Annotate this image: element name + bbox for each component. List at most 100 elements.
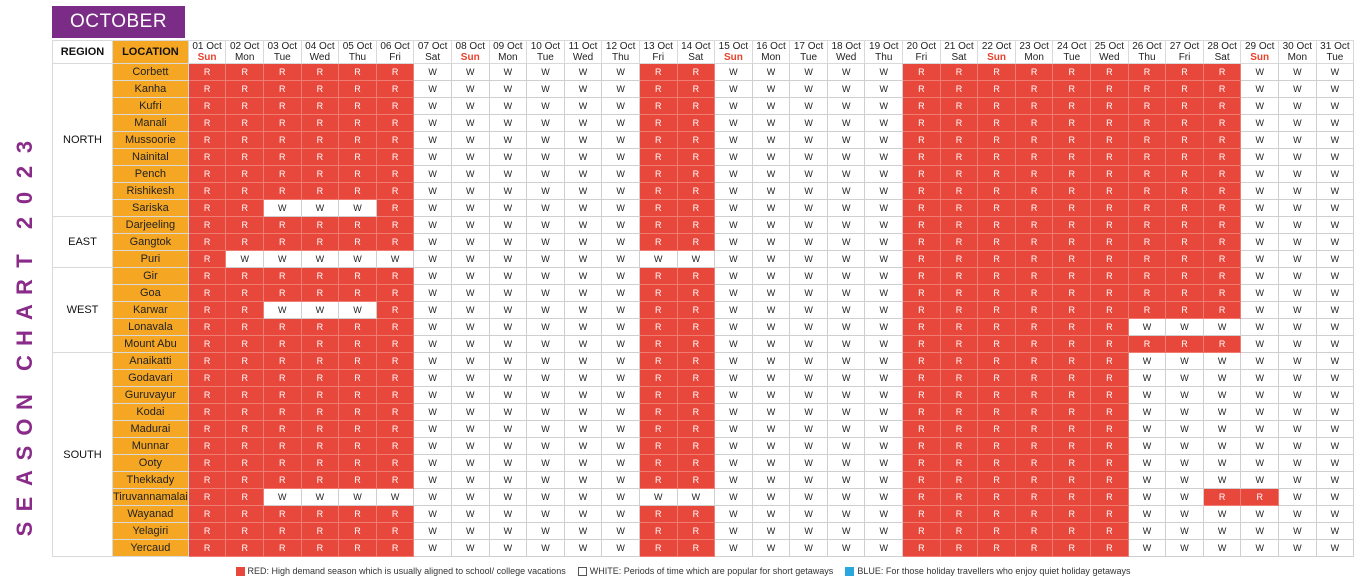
red-cell: R xyxy=(676,267,716,285)
red-cell: R xyxy=(1052,284,1092,302)
red-cell: R xyxy=(187,63,227,81)
white-cell: W xyxy=(413,80,452,98)
red-cell: R xyxy=(187,131,227,149)
white-cell: W xyxy=(826,505,866,523)
white-cell: W xyxy=(450,505,490,523)
red-cell: R xyxy=(338,318,377,336)
red-cell: R xyxy=(638,437,678,455)
white-cell: W xyxy=(751,403,791,421)
red-cell: R xyxy=(187,386,227,404)
white-cell: W xyxy=(714,471,753,489)
day-weekday: Tue xyxy=(537,52,554,63)
white-cell: W xyxy=(300,301,340,319)
vertical-title-letter: 3 xyxy=(12,140,37,153)
white-cell: W xyxy=(714,352,753,370)
day-header: 20 Oct Fri xyxy=(902,40,941,64)
white-cell: W xyxy=(1165,352,1204,370)
white-cell: W xyxy=(450,284,490,302)
red-cell: R xyxy=(187,165,227,183)
white-cell: W xyxy=(864,335,904,353)
day-header: 16 Oct Mon xyxy=(751,40,791,64)
location-label: Yercaud xyxy=(112,539,189,557)
red-cell: R xyxy=(338,437,377,455)
red-cell: R xyxy=(1090,488,1129,506)
red-cell: R xyxy=(1090,386,1129,404)
white-cell: W xyxy=(789,199,828,217)
white-cell: W xyxy=(1240,369,1280,387)
red-cell: R xyxy=(1090,63,1129,81)
white-cell: W xyxy=(789,148,828,166)
red-cell: R xyxy=(1127,165,1167,183)
white-cell: W xyxy=(826,284,866,302)
day-date: 16 Oct xyxy=(756,41,786,53)
red-cell: R xyxy=(1014,97,1054,115)
white-cell: W xyxy=(1278,386,1317,404)
location-label: Sariska xyxy=(112,199,189,217)
white-cell: W xyxy=(826,420,866,438)
white-cell: W xyxy=(488,420,528,438)
red-cell: R xyxy=(1127,284,1167,302)
red-cell: R xyxy=(676,420,716,438)
red-cell: R xyxy=(1052,369,1092,387)
red-cell: R xyxy=(977,97,1016,115)
red-cell: R xyxy=(338,80,377,98)
white-cell: W xyxy=(1278,165,1317,183)
white-cell: W xyxy=(1278,369,1317,387)
white-cell: W xyxy=(1315,454,1355,472)
red-cell: R xyxy=(300,335,340,353)
white-cell: W xyxy=(864,148,904,166)
red-cell: R xyxy=(375,471,415,489)
location-label: Kufri xyxy=(112,97,189,115)
white-cell: W xyxy=(1202,505,1242,523)
red-cell: R xyxy=(977,522,1016,540)
red-cell: R xyxy=(676,199,716,217)
red-cell: R xyxy=(638,386,678,404)
table-row: Goa R R R R R R W W W W W W R R W W W W W R R R R R R R R R W W W xyxy=(53,284,1355,302)
red-cell: R xyxy=(1014,131,1054,149)
red-cell: R xyxy=(638,284,678,302)
red-cell: R xyxy=(1090,369,1129,387)
white-cell: W xyxy=(751,63,791,81)
red-cell: R xyxy=(375,369,415,387)
red-cell: R xyxy=(225,335,264,353)
location-label: Godavari xyxy=(112,369,189,387)
white-cell: W xyxy=(601,318,640,336)
red-cell: R xyxy=(375,148,415,166)
red-cell: R xyxy=(676,148,716,166)
red-cell: R xyxy=(1090,80,1129,98)
day-header: 08 Oct Sun xyxy=(450,40,490,64)
white-cell: W xyxy=(413,539,452,557)
red-cell: R xyxy=(187,148,227,166)
white-cell: W xyxy=(826,318,866,336)
red-cell: R xyxy=(338,267,377,285)
white-cell: W xyxy=(789,267,828,285)
white-cell: W xyxy=(526,267,565,285)
white-cell: W xyxy=(488,318,528,336)
white-cell: W xyxy=(488,522,528,540)
white-cell: W xyxy=(714,335,753,353)
day-weekday: Wed xyxy=(835,52,857,63)
red-cell: R xyxy=(1052,505,1092,523)
white-cell: W xyxy=(488,403,528,421)
red-cell: R xyxy=(977,488,1016,506)
white-cell: W xyxy=(751,216,791,234)
red-cell: R xyxy=(1014,63,1054,81)
legend-item: BLUE: For those holiday travellers who e… xyxy=(845,566,1130,577)
day-date: 04 Oct xyxy=(305,41,335,53)
white-cell: W xyxy=(1240,131,1280,149)
red-cell: R xyxy=(262,437,302,455)
white-cell: W xyxy=(601,63,640,81)
red-cell: R xyxy=(1014,199,1054,217)
red-cell: R xyxy=(977,267,1016,285)
red-cell: R xyxy=(338,97,377,115)
white-cell: W xyxy=(488,250,528,268)
white-cell: W xyxy=(789,403,828,421)
red-cell: R xyxy=(300,63,340,81)
red-cell: R xyxy=(1052,165,1092,183)
red-cell: R xyxy=(1052,471,1092,489)
white-cell: W xyxy=(601,199,640,217)
red-cell: R xyxy=(1014,80,1054,98)
white-cell: W xyxy=(1165,488,1204,506)
red-cell: R xyxy=(262,318,302,336)
red-cell: R xyxy=(375,63,415,81)
